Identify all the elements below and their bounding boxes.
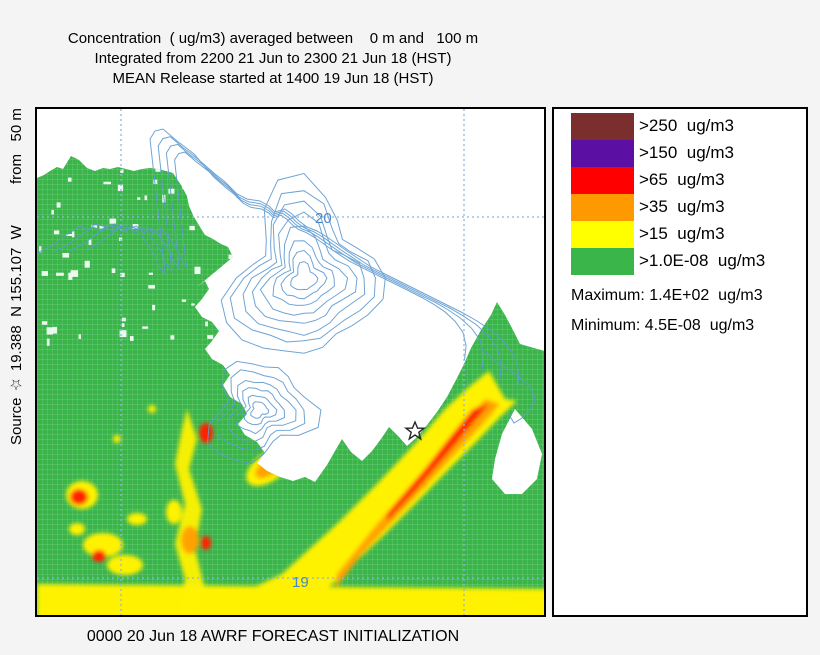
svg-text:20: 20 bbox=[315, 210, 332, 227]
svg-text:19: 19 bbox=[292, 574, 309, 591]
